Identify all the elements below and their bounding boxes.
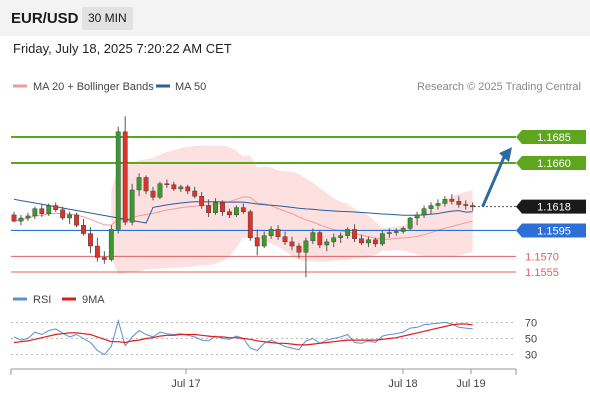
x-tick-label: Jul 19: [456, 378, 485, 390]
candle-body: [60, 209, 66, 219]
candle-body: [289, 241, 295, 247]
candle-body: [46, 205, 52, 215]
candle-body: [407, 217, 413, 229]
timeframe-button[interactable]: 30 MIN: [82, 7, 133, 30]
candle-body: [296, 245, 302, 253]
symbol-title: EUR/USD: [11, 10, 79, 27]
candle-body: [129, 189, 135, 223]
ma50-line: [13, 198, 473, 224]
candle-body: [310, 232, 316, 242]
support-label: 1.1555: [525, 267, 559, 279]
candle-body: [53, 205, 59, 210]
candle-body: [171, 184, 177, 190]
x-tick-label: Jul 18: [388, 378, 417, 390]
candle-body: [18, 217, 24, 222]
candle-body: [282, 236, 288, 243]
candle-body: [206, 205, 211, 214]
candle-body: [101, 257, 107, 260]
candle-body: [247, 211, 253, 238]
candle-body: [379, 233, 385, 245]
candle-body: [261, 235, 267, 247]
projection-arrow-shaft: [481, 156, 506, 208]
last-price-label-box: [516, 199, 586, 214]
candle-body: [185, 186, 191, 192]
candle-body: [366, 239, 371, 244]
last-price-label: 1.1618: [537, 202, 571, 214]
candle-body: [233, 207, 239, 216]
top-bar: EUR/USD 30 MIN: [0, 0, 590, 36]
resistance-label-box: [516, 155, 586, 170]
candle-body: [463, 204, 469, 206]
candle-body: [32, 208, 38, 217]
pivot-label: 1.1595: [537, 225, 571, 237]
candle-body: [317, 232, 323, 246]
candle-body: [220, 202, 225, 212]
candle-body: [39, 208, 45, 215]
candle-body: [108, 229, 114, 260]
timestamp: Friday, July 18, 2025 7:20:22 AM CET: [13, 41, 232, 56]
candle-body: [254, 237, 260, 247]
rsi-tick-label: 50: [525, 334, 537, 346]
support-label: 1.1570: [525, 251, 559, 263]
rsi-tick-label: 30: [525, 350, 537, 362]
candle-body: [240, 207, 246, 212]
candle-body: [143, 177, 149, 192]
resistance-label: 1.1660: [537, 158, 571, 170]
projection-arrow-head: [499, 147, 512, 163]
candle-body: [359, 238, 364, 244]
candle-body: [373, 239, 378, 245]
candle-body: [122, 131, 128, 223]
candle-body: [199, 195, 205, 206]
candle-body: [470, 205, 476, 207]
credit-text: Research © 2025 Trading Central: [417, 81, 581, 93]
candle-body: [442, 199, 448, 204]
candle-body: [94, 245, 100, 258]
ma50-legend-label: MA 50: [175, 81, 206, 93]
candle-body: [88, 233, 93, 247]
pivot-label-box: [516, 223, 586, 238]
candle-body: [275, 229, 281, 237]
candle-body: [331, 237, 337, 243]
candle-body: [324, 241, 330, 246]
candle-body: [303, 240, 309, 253]
candle-body: [150, 190, 156, 198]
candle-body: [428, 205, 434, 209]
candle-body: [386, 232, 392, 234]
candle-body: [213, 202, 218, 214]
candle-body: [164, 183, 170, 185]
ma20-legend-label: MA 20 + Bollinger Bands: [33, 81, 154, 93]
candle-body: [338, 235, 344, 238]
candle-body: [414, 214, 420, 219]
ma20-line: [13, 196, 473, 240]
candle-body: [227, 211, 232, 216]
rsi-line: [13, 318, 473, 356]
rsi-ma-line: [13, 323, 473, 346]
candle-body: [449, 199, 455, 202]
candle-body: [157, 183, 163, 198]
candle-body: [67, 214, 73, 219]
candle-body: [11, 214, 17, 222]
candle-body: [400, 228, 406, 232]
rsi-tick-label: 70: [525, 317, 537, 329]
candle-body: [25, 215, 31, 219]
candle-body: [352, 229, 357, 239]
candle-body: [421, 208, 427, 216]
rsi-legend-label: RSI: [33, 294, 51, 306]
candle-body: [456, 201, 462, 205]
candle-body: [81, 225, 86, 234]
resistance-label: 1.1685: [537, 132, 571, 144]
candle-body: [178, 186, 184, 190]
candle-body: [74, 214, 79, 226]
candle-body: [115, 131, 121, 230]
rsi-ma-legend-label: 9MA: [82, 294, 105, 306]
resistance-label-box: [516, 130, 586, 144]
candle-body: [393, 231, 399, 233]
x-tick-label: Jul 17: [171, 378, 200, 390]
candle-body: [435, 203, 441, 206]
candle-body: [192, 190, 198, 197]
candle-body: [136, 177, 142, 191]
candle-body: [268, 229, 274, 236]
candle-body: [345, 229, 350, 236]
